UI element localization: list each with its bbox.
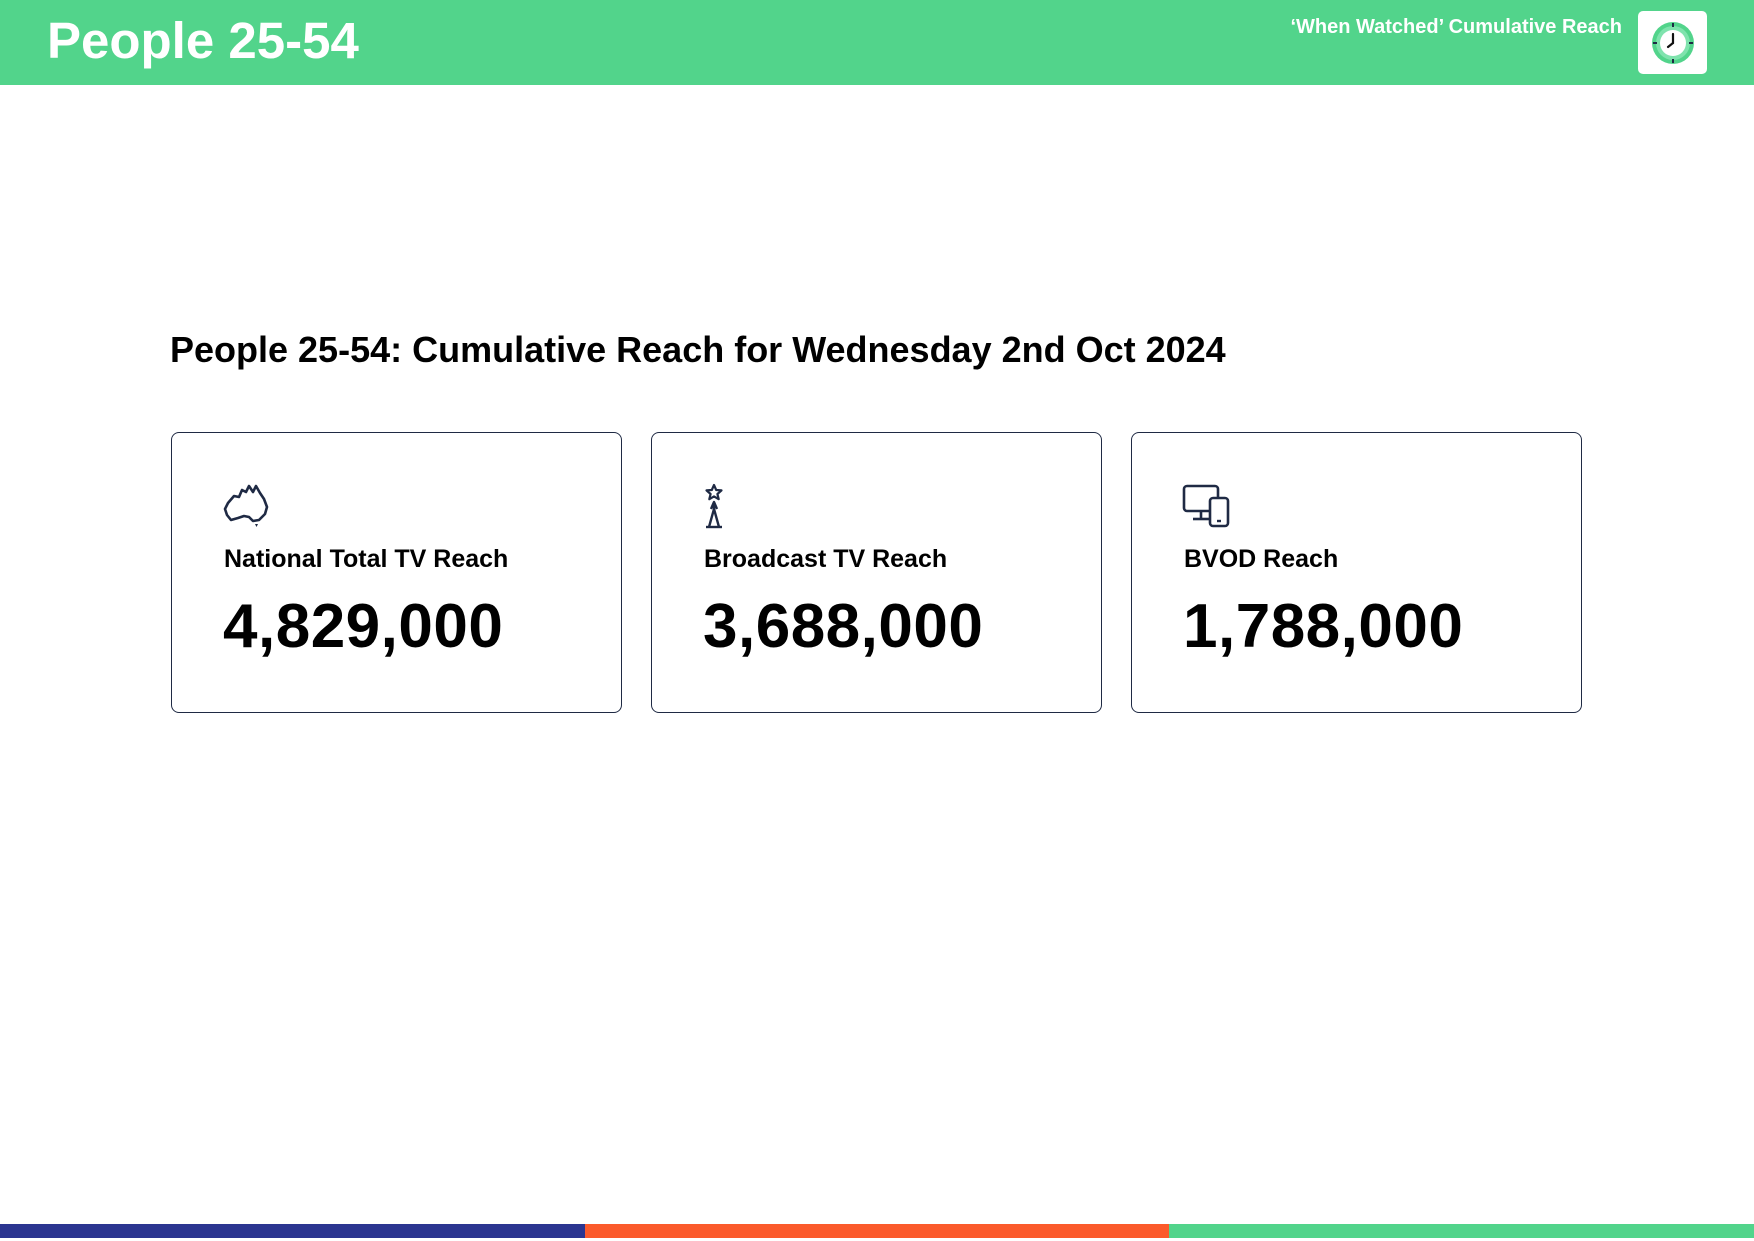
report-subtitle: ‘When Watched’ Cumulative Reach	[1290, 16, 1622, 38]
broadcast-tower-icon	[702, 483, 750, 529]
card-value: 3,688,000	[703, 592, 984, 661]
card-national-total-tv: National Total TV Reach 4,829,000	[171, 432, 622, 713]
page-title: People 25-54	[47, 12, 359, 69]
card-label: National Total TV Reach	[224, 545, 509, 573]
clock-icon	[1638, 11, 1707, 74]
footer-segment-navy	[0, 1224, 585, 1238]
australia-map-icon	[222, 483, 270, 527]
card-label: Broadcast TV Reach	[704, 545, 948, 573]
section-title: People 25-54: Cumulative Reach for Wedne…	[170, 329, 1226, 370]
header-bar: People 25-54 ‘When Watched’ Cumulative R…	[0, 0, 1754, 85]
footer-segment-green	[1169, 1224, 1754, 1238]
footer-color-bar	[0, 1224, 1754, 1238]
card-bvod: BVOD Reach 1,788,000	[1131, 432, 1582, 713]
footer-segment-orange	[584, 1224, 1170, 1238]
card-broadcast-tv: Broadcast TV Reach 3,688,000	[651, 432, 1102, 713]
card-value: 1,788,000	[1183, 592, 1464, 661]
card-label: BVOD Reach	[1184, 545, 1339, 573]
card-value: 4,829,000	[223, 592, 504, 661]
devices-icon	[1182, 483, 1230, 528]
